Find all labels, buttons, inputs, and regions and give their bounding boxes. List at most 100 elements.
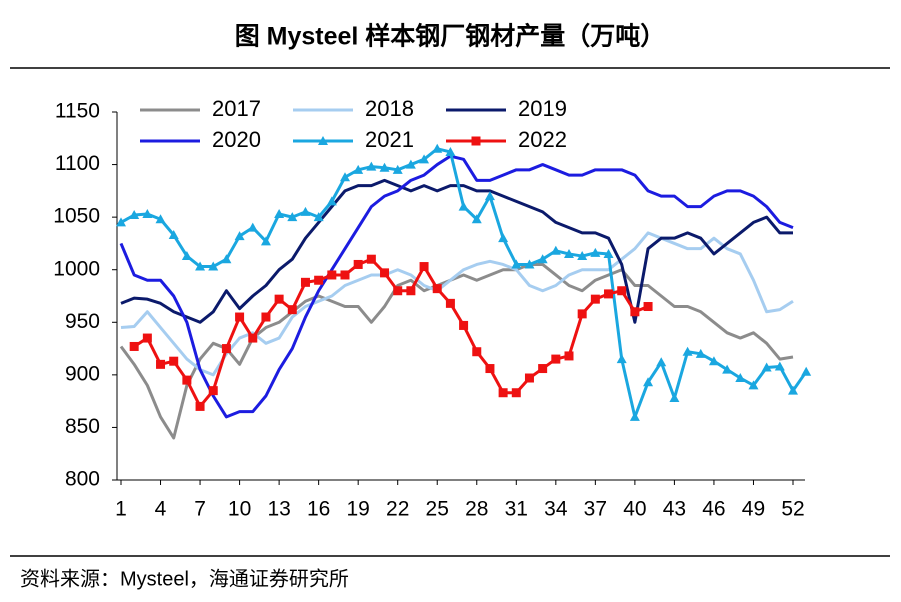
x-tick-label: 46 — [702, 498, 725, 521]
data-point — [287, 212, 298, 222]
data-point — [471, 214, 482, 224]
data-point — [340, 172, 350, 182]
data-point — [458, 201, 469, 211]
series-line — [119, 262, 794, 440]
data-point — [366, 254, 376, 264]
legend-label: 2019 — [518, 96, 567, 121]
legend-label: 2017 — [212, 96, 261, 121]
x-tick-label: 34 — [544, 498, 568, 521]
data-point — [392, 164, 403, 174]
x-tick-label: 31 — [505, 498, 528, 521]
data-point — [630, 307, 640, 317]
data-point — [405, 159, 416, 169]
data-point — [761, 362, 772, 372]
data-point — [511, 388, 521, 398]
data-point — [577, 251, 588, 261]
data-point — [300, 206, 311, 216]
data-point — [327, 270, 337, 280]
x-tick-label: 28 — [465, 498, 488, 521]
data-point — [643, 377, 654, 387]
chart-title: 图 Mysteel 样本钢厂钢材产量（万吨） — [235, 22, 666, 51]
x-tick-label: 10 — [228, 498, 251, 521]
data-point — [616, 354, 627, 364]
data-point — [590, 247, 601, 257]
data-point — [788, 385, 798, 395]
data-point — [564, 351, 574, 361]
data-point — [524, 373, 534, 383]
data-point — [287, 305, 297, 315]
data-point — [366, 161, 377, 171]
data-point — [260, 236, 271, 246]
data-point — [274, 294, 284, 304]
legend-label: 2022 — [518, 127, 567, 152]
data-point — [774, 361, 785, 371]
y-tick-label: 1150 — [55, 100, 100, 123]
data-point — [208, 261, 219, 271]
data-point — [590, 294, 600, 304]
data-point — [419, 262, 429, 272]
x-tick-label: 13 — [267, 498, 290, 521]
data-point — [498, 388, 508, 398]
data-point — [695, 348, 706, 358]
series-line — [120, 147, 808, 419]
data-point — [300, 277, 310, 287]
data-point — [195, 261, 206, 271]
data-point — [801, 366, 812, 376]
data-point — [208, 386, 218, 396]
legend-label: 2020 — [212, 127, 261, 152]
data-point — [393, 286, 403, 296]
y-tick-label: 1050 — [53, 205, 100, 228]
legend-label: 2018 — [365, 96, 414, 121]
x-tick-label: 22 — [386, 498, 409, 521]
data-point — [682, 346, 693, 356]
data-point — [445, 146, 456, 156]
data-point — [326, 196, 337, 206]
x-tick-label: 4 — [155, 498, 167, 521]
data-point — [669, 392, 680, 402]
data-point — [735, 373, 746, 383]
data-point — [155, 214, 166, 224]
data-point — [406, 286, 416, 296]
data-point — [168, 230, 179, 240]
data-point — [617, 286, 627, 296]
series-line — [133, 257, 649, 408]
x-tick-label: 7 — [194, 498, 206, 521]
x-tick-label: 1 — [115, 498, 127, 521]
data-point — [629, 411, 640, 421]
x-tick-label: 16 — [307, 498, 330, 521]
data-point — [498, 233, 509, 243]
x-tick-label: 49 — [742, 498, 765, 521]
data-point — [169, 356, 179, 366]
data-point — [129, 210, 140, 220]
data-point — [445, 298, 455, 308]
data-point — [643, 302, 653, 312]
data-point — [142, 333, 152, 343]
data-point — [353, 164, 364, 174]
data-point — [142, 208, 153, 218]
data-point — [129, 341, 139, 351]
source-note: 资料来源：Mysteel，海通证券研究所 — [20, 567, 349, 590]
data-point — [472, 347, 482, 357]
x-tick-label: 43 — [663, 498, 686, 521]
data-point — [274, 208, 285, 218]
data-point — [604, 289, 614, 299]
data-point — [181, 251, 192, 261]
x-tick-label: 52 — [781, 498, 804, 521]
data-point — [511, 259, 522, 269]
data-point — [748, 380, 759, 390]
data-point — [432, 143, 443, 153]
data-point — [313, 212, 324, 222]
y-tick-label: 950 — [65, 310, 100, 333]
data-point — [484, 191, 495, 201]
data-point — [538, 364, 548, 374]
series-line — [120, 178, 793, 324]
x-tick-label: 19 — [346, 498, 369, 521]
x-tick-label: 25 — [426, 498, 449, 521]
data-point — [221, 254, 232, 264]
data-point — [156, 359, 166, 369]
y-tick-label: 850 — [65, 415, 100, 438]
data-point — [380, 268, 390, 278]
data-point — [353, 259, 363, 269]
data-point — [708, 356, 719, 366]
